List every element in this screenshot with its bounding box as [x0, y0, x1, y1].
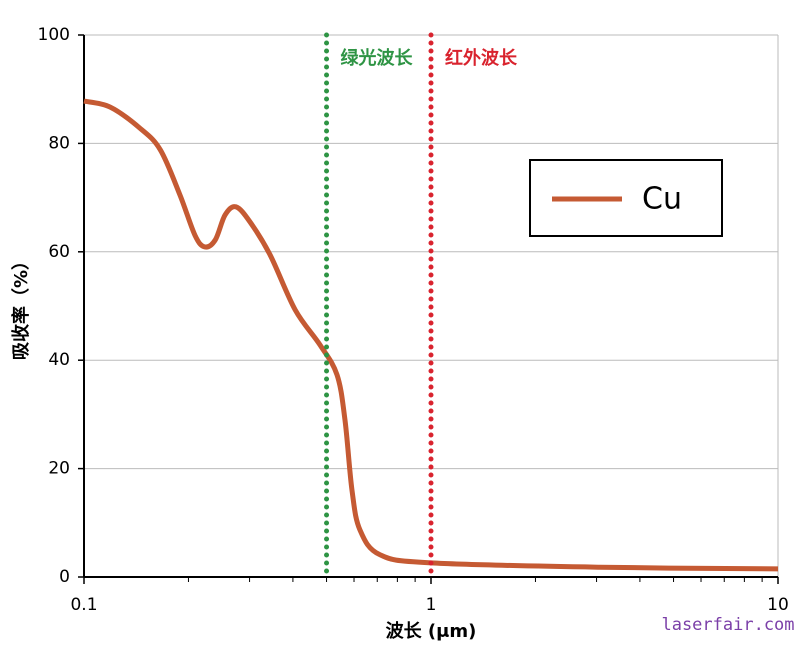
annotation-label: 绿光波长: [341, 47, 414, 69]
legend-label: Cu: [642, 182, 682, 217]
x-tick-label: 0.1: [70, 595, 97, 615]
y-tick-label: 40: [48, 350, 70, 370]
annotation-label: 红外波长: [445, 47, 518, 69]
y-tick-label: 80: [48, 133, 70, 153]
y-tick-label: 0: [59, 567, 70, 587]
x-tick-label: 10: [767, 595, 789, 615]
x-axis-label: 波长 (μm): [386, 620, 477, 642]
watermark: laserfair.com: [661, 615, 794, 635]
data-line: [83, 98, 779, 572]
y-tick-label: 60: [48, 242, 70, 262]
y-tick-label: 100: [38, 25, 70, 45]
x-tick-label: 1: [426, 595, 437, 615]
y-tick-label: 20: [48, 459, 70, 479]
y-axis-label: 吸收率（%）: [10, 252, 32, 360]
